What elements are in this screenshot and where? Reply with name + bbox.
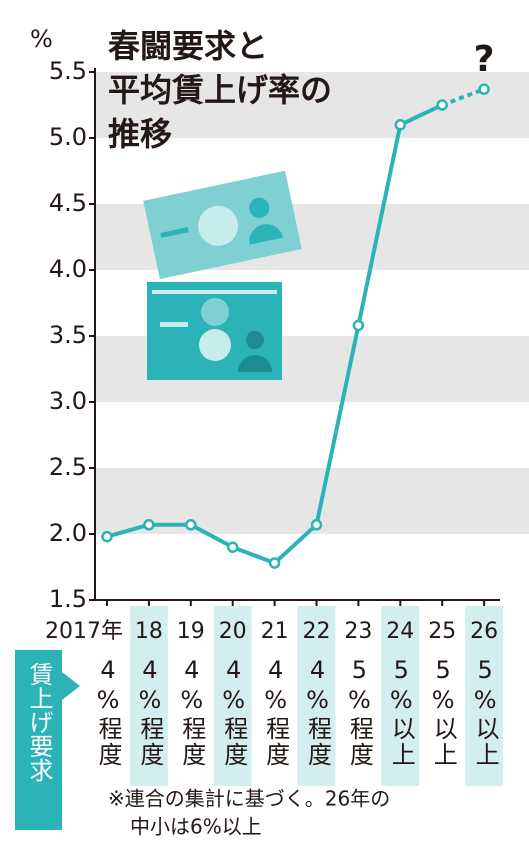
bill-line [152,290,277,294]
y-tick-label: 1.5 [49,585,87,613]
x-tick-label: 18 [135,619,163,644]
point [352,319,365,332]
bill-circle [199,329,231,361]
point [226,541,239,553]
requirement: 5%以上 [387,656,415,768]
bill-head [246,331,264,349]
requirement: 4%程度 [94,656,122,768]
requirement: 4%程度 [262,656,290,768]
column-shade [465,606,504,786]
column-shade [129,606,168,786]
bill-body [238,355,272,372]
point [143,519,155,531]
requirement: 4%程度 [178,656,206,768]
y-unit: % [30,25,53,53]
requirement: 4%程度 [304,656,332,768]
y-tick-label: 5.5 [49,57,87,85]
y-tick-label: 4.5 [49,189,87,217]
point [101,530,113,543]
grid-band [95,72,529,138]
x-tick-label: 21 [261,619,289,644]
point [394,119,407,131]
column-shade [297,606,336,786]
note: ※連合の集計に基づく。26年の [108,787,390,811]
x-tick-label: 2017年 [45,619,123,644]
point [185,519,197,531]
x-tick-label: 20 [219,619,247,644]
point [310,519,323,531]
grid-bands [95,72,529,786]
requirements-label-box [15,650,80,830]
x-tick-label: 22 [303,619,331,644]
requirements-label: 賃上げ要求 [25,662,53,782]
x-tick-label: 23 [344,619,372,644]
chart-title: 春闘要求と [108,27,268,65]
bill-illustration [143,170,302,380]
x-tick-label: 25 [428,619,456,644]
point [436,99,448,111]
bill-body [249,224,283,245]
bill-line [160,227,189,238]
requirement: 4%程度 [136,656,164,768]
x-tick-label: 24 [386,619,414,644]
y-tick-label: 3.0 [49,387,87,415]
y-tick-label: 3.5 [49,321,87,349]
requirement: 5%程度 [345,656,373,768]
dashed-line [441,87,485,107]
x-tick-label: 26 [470,619,498,644]
bill-circle [201,298,229,326]
x-tick-label: 19 [177,619,205,644]
bill-line [160,322,188,327]
chart-title: 推移 [108,115,172,153]
chart-title: 平均賃上げ率の [108,71,332,109]
bill-head [249,197,270,218]
point [268,557,281,569]
bill-circle [198,205,239,246]
requirement: 5%以上 [429,656,457,768]
y-tick-label: 4.0 [49,255,87,283]
y-tick-label: 5.0 [49,123,87,151]
annotation: ? [474,39,495,80]
point [478,83,490,95]
requirement: 5%以上 [471,656,499,768]
y-tick-label: 2.5 [49,453,87,481]
y-tick-label: 2.0 [49,519,87,547]
requirement: 4%程度 [220,656,248,768]
note: 中小は6%以上 [130,815,262,839]
column-shade [213,606,252,786]
column-shade [381,606,420,786]
